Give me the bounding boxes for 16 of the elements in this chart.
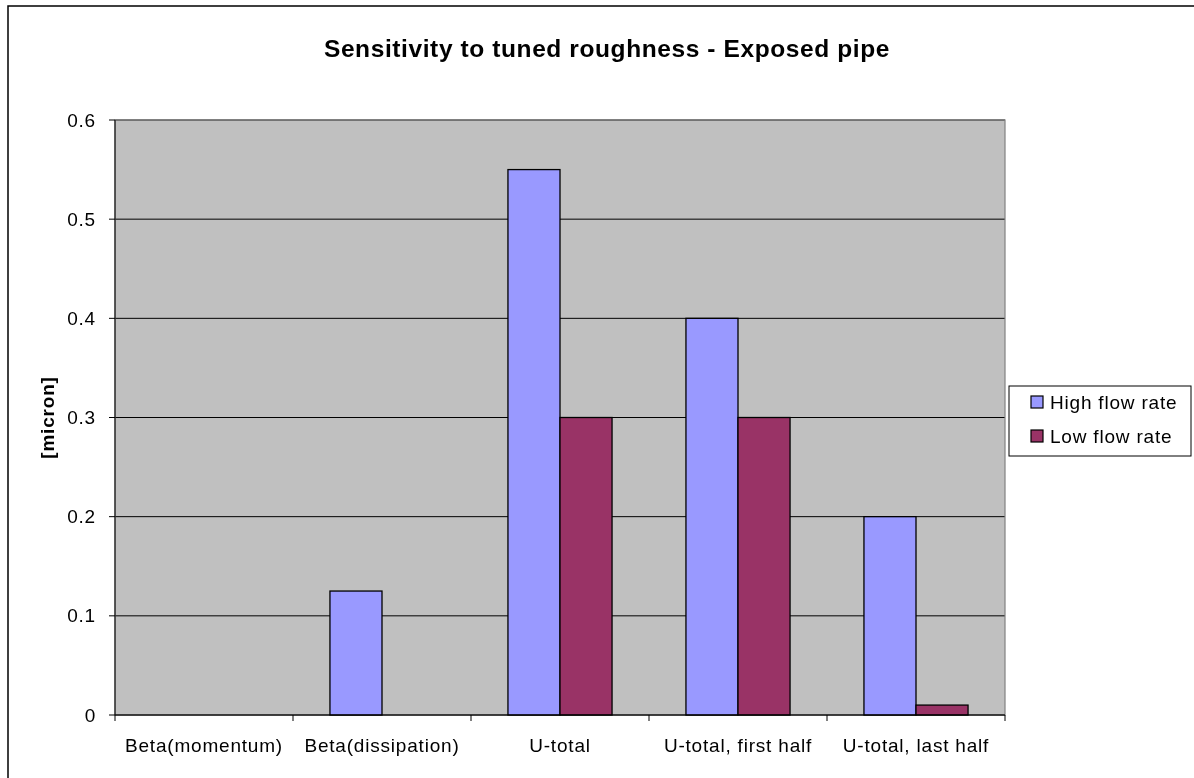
y-tick-label: 0.6 [67, 109, 96, 131]
y-tick-label: 0.3 [67, 407, 96, 429]
y-tick-label: 0.4 [67, 307, 96, 329]
x-tick-label: U-total, last half [842, 735, 990, 756]
chart-title: Sensitivity to tuned roughness - Exposed pipe [323, 35, 891, 62]
x-tick-label: U-total, first half [663, 735, 813, 756]
x-tick-label: U-total [529, 735, 591, 756]
y-tick-label: 0.1 [67, 605, 96, 627]
legend-label: High flow rate [1050, 391, 1178, 413]
y-tick-label: 0 [84, 704, 96, 726]
y-axis-title: [micron] [37, 376, 58, 459]
y-tick-label: 0.2 [67, 506, 96, 528]
x-tick-label: Beta(dissipation) [304, 735, 460, 756]
y-tick-label: 0.5 [67, 208, 96, 230]
legend-label: Low flow rate [1050, 425, 1173, 447]
x-tick-label: Beta(momentum) [125, 735, 283, 756]
